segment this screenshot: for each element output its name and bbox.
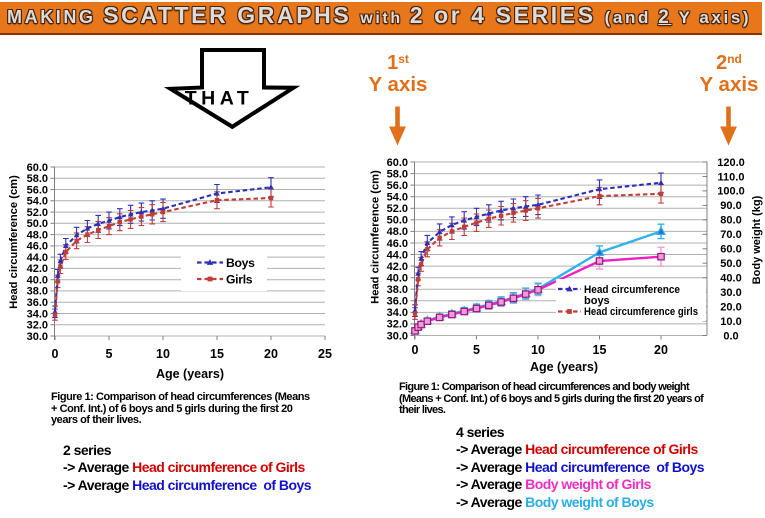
svg-text:15: 15	[210, 347, 224, 361]
svg-text:Head circumference girls: Head circumference girls	[584, 306, 698, 318]
svg-text:44.0: 44.0	[27, 252, 48, 264]
svg-text:10: 10	[531, 343, 545, 357]
svg-text:32.0: 32.0	[387, 319, 408, 331]
svg-text:Girls: Girls	[226, 273, 253, 287]
svg-text:56.0: 56.0	[27, 184, 48, 196]
svg-text:60.0: 60.0	[720, 244, 741, 256]
svg-text:52.0: 52.0	[387, 203, 408, 215]
svg-text:20: 20	[654, 343, 668, 357]
svg-text:Head circumference: Head circumference	[584, 284, 680, 296]
svg-text:44.0: 44.0	[387, 249, 408, 261]
svg-text:34.0: 34.0	[387, 307, 408, 319]
svg-text:40.0: 40.0	[27, 275, 48, 287]
svg-text:30.0: 30.0	[27, 331, 48, 343]
svg-text:30.0: 30.0	[720, 287, 741, 299]
svg-text:30.0: 30.0	[387, 330, 408, 342]
svg-text:54.0: 54.0	[27, 196, 48, 208]
svg-text:50.0: 50.0	[387, 215, 408, 227]
svg-text:58.0: 58.0	[27, 173, 48, 185]
svg-text:15: 15	[593, 343, 607, 357]
svg-text:90.0: 90.0	[720, 200, 741, 212]
svg-text:Body weight (kg): Body weight (kg)	[751, 195, 763, 284]
svg-text:38.0: 38.0	[27, 286, 48, 298]
svg-text:Head circumference (cm): Head circumference (cm)	[370, 170, 382, 304]
svg-text:56.0: 56.0	[387, 180, 408, 192]
svg-text:32.0: 32.0	[27, 320, 48, 332]
svg-text:120.0: 120.0	[717, 157, 745, 169]
svg-text:42.0: 42.0	[387, 261, 408, 273]
svg-text:60.0: 60.0	[27, 162, 48, 174]
svg-text:48.0: 48.0	[27, 229, 48, 241]
svg-text:5: 5	[473, 343, 480, 357]
svg-text:Age (years): Age (years)	[530, 360, 598, 374]
svg-text:42.0: 42.0	[27, 263, 48, 275]
svg-text:48.0: 48.0	[387, 226, 408, 238]
svg-text:40.0: 40.0	[387, 273, 408, 285]
svg-text:110.0: 110.0	[718, 171, 745, 183]
svg-text:52.0: 52.0	[27, 207, 48, 219]
svg-text:46.0: 46.0	[387, 238, 408, 250]
svg-text:36.0: 36.0	[387, 296, 408, 308]
svg-text:70.0: 70.0	[720, 229, 741, 241]
svg-text:5: 5	[106, 347, 113, 361]
svg-text:Age (years): Age (years)	[156, 367, 224, 381]
svg-text:boys: boys	[584, 295, 610, 307]
svg-text:58.0: 58.0	[387, 168, 408, 180]
svg-text:36.0: 36.0	[27, 297, 48, 309]
svg-text:34.0: 34.0	[27, 308, 48, 320]
svg-text:10: 10	[156, 347, 170, 361]
svg-text:Boys: Boys	[226, 256, 255, 270]
svg-text:20.0: 20.0	[720, 301, 741, 313]
svg-text:0.0: 0.0	[723, 330, 738, 342]
svg-text:60.0: 60.0	[387, 157, 408, 169]
svg-text:50.0: 50.0	[720, 258, 741, 270]
svg-text:54.0: 54.0	[387, 192, 408, 204]
svg-text:80.0: 80.0	[720, 215, 741, 227]
svg-text:0: 0	[412, 343, 419, 357]
svg-text:THAT: THAT	[185, 88, 254, 110]
svg-text:Head circumference (cm): Head circumference (cm)	[8, 175, 20, 309]
svg-text:50.0: 50.0	[27, 218, 48, 230]
svg-text:100.0: 100.0	[717, 186, 745, 198]
svg-text:38.0: 38.0	[387, 284, 408, 296]
svg-text:25: 25	[318, 347, 332, 361]
svg-text:40.0: 40.0	[720, 273, 741, 285]
svg-text:10.0: 10.0	[720, 316, 741, 328]
svg-text:20: 20	[264, 347, 278, 361]
svg-text:46.0: 46.0	[27, 241, 48, 253]
svg-text:0: 0	[52, 347, 59, 361]
